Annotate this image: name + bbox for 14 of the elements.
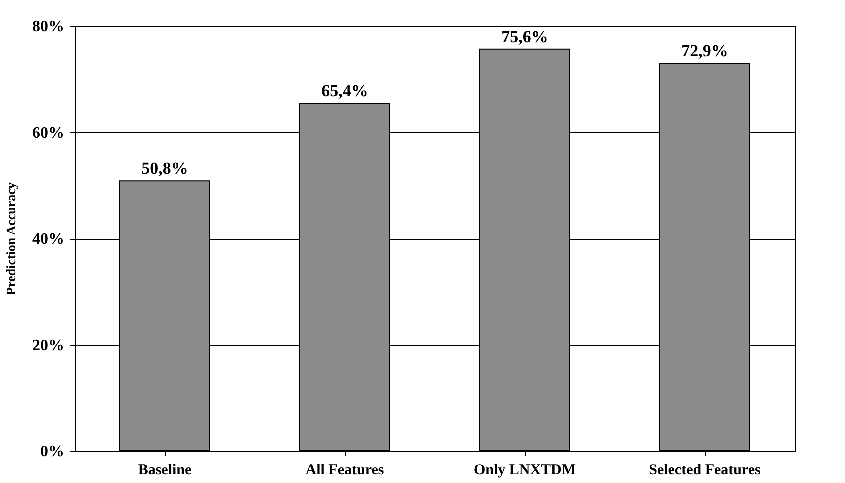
y-axis-title: Prediction Accuracy [4,182,18,296]
x-tick-label: Baseline [138,462,192,478]
y-tick-label: 80% [32,18,64,36]
x-tick-label: Only LNXTDM [474,462,576,478]
x-tick-label: Selected Features [649,462,762,478]
y-tick-label: 20% [32,337,64,354]
y-tick-label: 40% [32,231,64,248]
y-tick-label: 60% [32,124,64,142]
x-tick-label: All Features [306,462,384,478]
data-label: 65,4% [322,82,368,101]
data-label: 75,6% [502,27,548,46]
y-tick-label: 0% [40,444,64,460]
data-label: 50,8% [142,159,188,178]
data-label: 72,9% [682,42,728,61]
